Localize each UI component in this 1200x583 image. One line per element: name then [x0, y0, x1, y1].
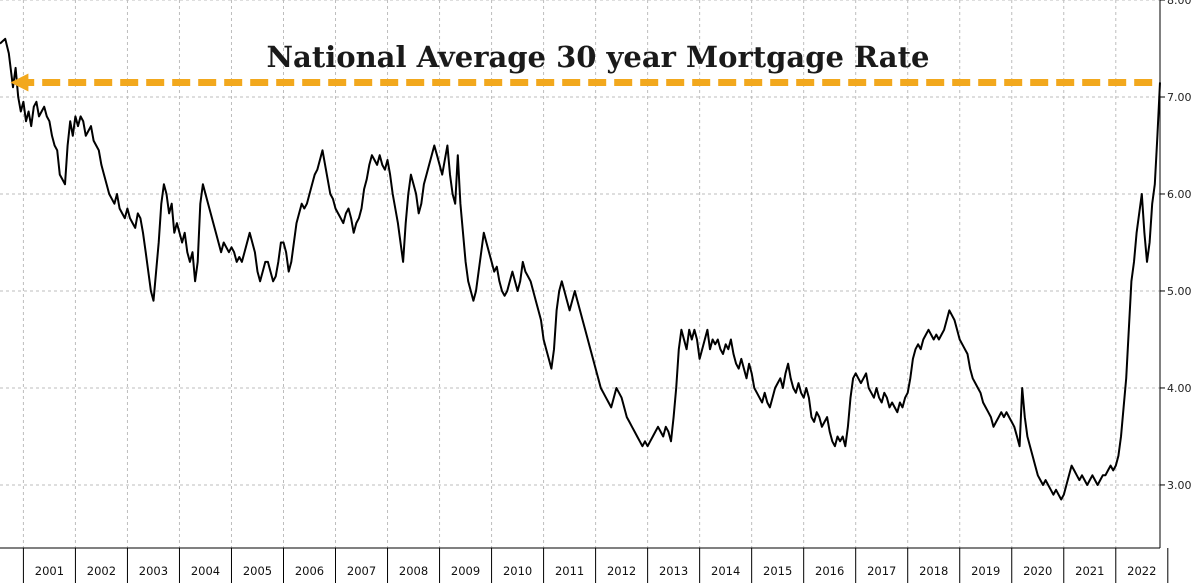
x-tick-label: 2001: [35, 564, 64, 578]
x-tick-label: 2019: [971, 564, 1000, 578]
x-tick-label: 2006: [295, 564, 324, 578]
x-tick-label: 2018: [919, 564, 948, 578]
x-tick-label: 2005: [243, 564, 272, 578]
gridlines: [0, 0, 1160, 548]
y-tick-label: 7.00: [1167, 91, 1192, 104]
x-tick-label: 2020: [1023, 564, 1052, 578]
y-tick-label: 8.00: [1167, 0, 1192, 7]
series-line-mortgage-rate: [0, 37, 1161, 501]
x-tick-label: 2021: [1075, 564, 1104, 578]
x-tick-label: 2022: [1127, 564, 1156, 578]
x-axis-ticks: 2001 2002 2003 2004 2005 2006 2007 2008 2009 2010…: [22, 548, 1169, 583]
y-tick-label: 3.00: [1167, 479, 1192, 492]
x-tick-label: 2015: [763, 564, 792, 578]
x-tick-label: 2013: [659, 564, 688, 578]
x-tick-label: 2010: [503, 564, 532, 578]
x-tick-label: 2009: [451, 564, 480, 578]
x-tick-label: 2014: [711, 564, 740, 578]
x-tick-label: 2016: [815, 564, 844, 578]
x-tick-label: 2017: [867, 564, 896, 578]
annotation-arrow: [10, 73, 1153, 92]
x-tick-label: 2003: [139, 564, 168, 578]
x-tick-label: 2008: [399, 564, 428, 578]
x-tick-label: 2012: [607, 564, 636, 578]
x-tick-label: 2004: [191, 564, 220, 578]
y-tick-label: 4.00: [1167, 382, 1192, 395]
x-tick-label: 2007: [347, 564, 376, 578]
x-tick-label: 2002: [87, 564, 116, 578]
chart-title: National Average 30 year Mortgage Rate: [267, 40, 930, 74]
y-tick-label: 5.00: [1167, 285, 1192, 298]
y-tick-label: 6.00: [1167, 188, 1192, 201]
y-axis-ticks: 3.00 4.00 5.00 6.00 7.00 8.00: [1160, 0, 1192, 492]
x-tick-label: 2011: [555, 564, 584, 578]
annotation-arrow-head: [10, 73, 29, 92]
